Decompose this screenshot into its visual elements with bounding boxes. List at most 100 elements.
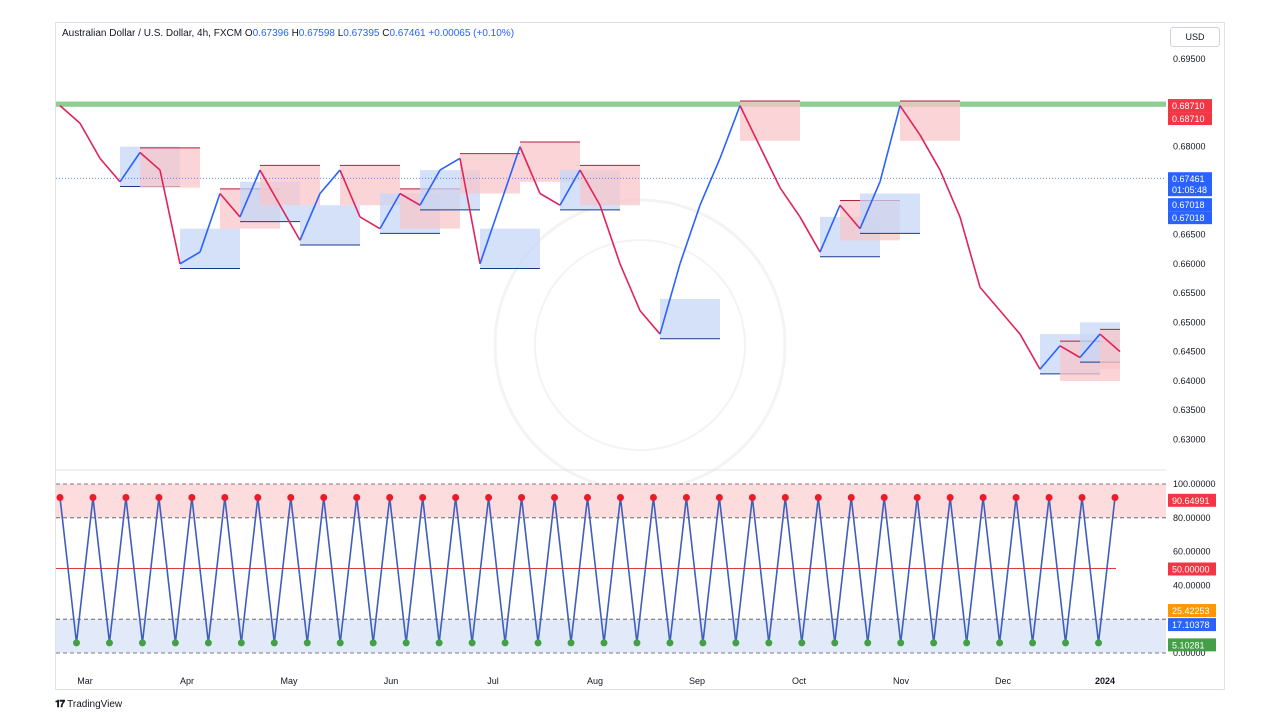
peak-marker <box>89 494 97 502</box>
oscillator-segment <box>652 497 671 643</box>
price-segment <box>379 193 401 230</box>
peak-marker <box>155 494 163 502</box>
oscillator-segment <box>669 497 688 643</box>
peak-marker <box>551 494 559 502</box>
price-segment <box>339 169 361 218</box>
tradingview-icon: 𝟏𝟕 <box>55 699 65 710</box>
osc-tick-label: 100.00000 <box>1173 479 1216 489</box>
symbol-legend[interactable]: Australian Dollar / U.S. Dollar, 4h, FXC… <box>62 28 514 39</box>
open-value: 0.67396 <box>252 28 289 39</box>
tradingview-label: TradingView <box>67 699 123 710</box>
price-segment <box>699 158 721 206</box>
oscillator-segment <box>932 497 951 643</box>
trough-marker <box>666 639 674 647</box>
trough-marker <box>897 639 905 647</box>
oscillator-segment <box>586 497 605 643</box>
price-segment <box>539 192 561 206</box>
oscillator-segment <box>108 497 127 643</box>
oscillator-segment <box>619 497 638 643</box>
trough-marker <box>600 639 608 647</box>
oscillator-segment <box>866 497 886 643</box>
oscillator-segment <box>1048 497 1067 643</box>
supply-zone <box>900 100 960 141</box>
time-tick-label: Dec <box>995 676 1012 686</box>
trough-marker <box>72 639 80 647</box>
oscillator-segment <box>257 497 276 643</box>
osc-tick-label: 40.00000 <box>1173 580 1211 590</box>
demand-zone <box>660 298 720 339</box>
supply-zone <box>580 165 640 206</box>
peak-marker <box>814 494 822 502</box>
price-tick-label: 0.68000 <box>1173 142 1206 152</box>
price-level-value: 0.67018 <box>1172 213 1205 223</box>
price-segment <box>759 146 781 188</box>
oscillator-segment <box>553 497 572 643</box>
demand-zone <box>860 193 920 234</box>
currency-button[interactable]: USD <box>1170 27 1220 47</box>
oscillator-segment <box>702 497 721 643</box>
price-segment <box>1019 333 1041 370</box>
price-tick-label: 0.65000 <box>1173 317 1206 327</box>
price-segment <box>419 169 441 206</box>
oscillator-segment <box>504 497 523 643</box>
price-segment <box>679 204 701 265</box>
time-tick-label: Aug <box>587 676 603 686</box>
oscillator-segment <box>570 497 589 643</box>
peak-marker <box>485 494 493 502</box>
oscillator-segment <box>899 497 918 643</box>
oscillator-segment <box>1097 497 1116 643</box>
low-value: 0.67395 <box>343 28 380 39</box>
price-segment <box>279 204 301 241</box>
osc-level-value: 25.42253 <box>1172 606 1210 616</box>
osc-level-tag <box>1168 562 1216 576</box>
oscillator-segment <box>339 497 358 643</box>
demand-zone <box>300 205 360 246</box>
close-value: 0.67461 <box>389 28 426 39</box>
price-level-tag <box>1168 112 1212 126</box>
oscillator-segment <box>718 497 737 643</box>
tradingview-logo[interactable]: 𝟏𝟕 TradingView <box>55 699 122 710</box>
oscillator-segment <box>801 497 820 643</box>
price-segment <box>719 105 741 159</box>
low-label: L <box>337 28 344 39</box>
trough-marker <box>468 639 476 647</box>
peak-marker <box>616 494 624 502</box>
price-segment <box>1079 333 1101 359</box>
trough-marker <box>633 639 641 647</box>
oscillator-segment <box>685 497 704 643</box>
peak-marker <box>715 494 723 502</box>
oscillator-segment <box>603 497 622 643</box>
chart-frame[interactable] <box>55 22 1225 690</box>
price-segment <box>519 146 541 194</box>
oscillator-segment <box>75 497 94 643</box>
countdown-timer: 01:05:48 <box>1172 185 1207 195</box>
trough-marker <box>270 639 278 647</box>
trough-marker <box>369 639 377 647</box>
trough-marker <box>171 639 179 647</box>
supply-zone <box>260 165 320 206</box>
peak-marker <box>781 494 789 502</box>
trough-marker <box>996 639 1004 647</box>
price-segment <box>859 181 881 229</box>
oscillator-segment <box>949 497 968 643</box>
trough-marker <box>501 639 509 647</box>
peak-marker <box>353 494 361 502</box>
price-segment <box>899 105 921 136</box>
price-segment <box>659 263 681 335</box>
oscillator-segment <box>92 497 111 643</box>
trough-marker <box>963 639 971 647</box>
peak-marker <box>122 494 130 502</box>
price-segment <box>639 310 661 335</box>
price-tick-label: 0.63000 <box>1173 435 1206 445</box>
oscillator-segment <box>735 497 754 643</box>
peak-marker <box>188 494 196 502</box>
price-segment <box>599 204 621 265</box>
price-segment <box>139 151 161 171</box>
change-value: +0.00065 (+0.10%) <box>428 28 515 39</box>
peak-marker <box>649 494 657 502</box>
trough-marker <box>864 639 872 647</box>
oscillator-segment <box>454 497 473 643</box>
osc-tick-label: 0.00000 <box>1173 648 1206 658</box>
price-segment <box>59 105 81 124</box>
